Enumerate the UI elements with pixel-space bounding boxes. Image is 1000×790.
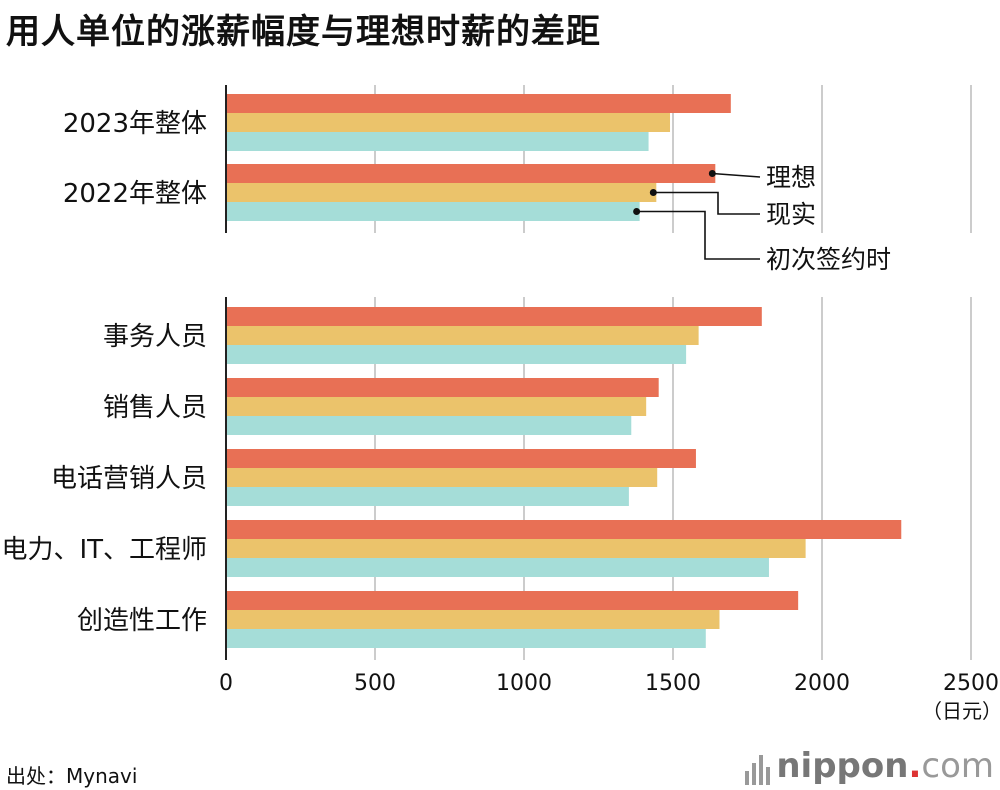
category-label: 电力、IT、工程师 xyxy=(1,535,207,565)
x-axis-unit: （日元） xyxy=(922,699,1000,723)
legend-leader-line xyxy=(653,191,760,215)
x-tick-label: 1500 xyxy=(645,671,701,696)
bar xyxy=(226,629,706,648)
category-label: 2022年整体 xyxy=(63,179,207,209)
nippon-logo-icon xyxy=(745,755,775,785)
source-note: 出处：Mynavi xyxy=(6,764,138,788)
bar xyxy=(226,113,671,132)
bar xyxy=(226,416,632,435)
bar xyxy=(226,610,720,629)
category-label: 2023年整体 xyxy=(63,109,207,139)
bar xyxy=(226,449,696,468)
bar xyxy=(226,397,647,416)
bar xyxy=(226,591,799,610)
bar xyxy=(226,202,640,221)
bar xyxy=(226,94,731,113)
bar xyxy=(226,468,658,487)
x-tick-label: 0 xyxy=(219,671,233,696)
x-tick-label: 2500 xyxy=(943,671,999,696)
category-label: 创造性工作 xyxy=(77,606,207,636)
bar xyxy=(226,164,716,183)
category-label: 电话营销人员 xyxy=(51,464,207,494)
nippon-logo: nippon.com xyxy=(776,746,994,786)
bar xyxy=(226,183,657,202)
bar xyxy=(226,520,902,539)
legend-leader-line xyxy=(712,172,761,178)
bar xyxy=(226,558,769,577)
x-tick-label: 500 xyxy=(354,671,396,696)
bar xyxy=(226,539,806,558)
category-label: 销售人员 xyxy=(103,393,207,423)
legend-label: 初次签约时 xyxy=(766,245,891,274)
bar xyxy=(226,307,762,326)
category-label: 事务人员 xyxy=(103,322,207,352)
x-tick-label: 2000 xyxy=(794,671,850,696)
bar xyxy=(226,326,699,345)
legend-label: 理想 xyxy=(766,163,816,192)
bar xyxy=(226,378,659,397)
x-tick-label: 1000 xyxy=(496,671,552,696)
bar xyxy=(226,345,687,364)
legend-leader-line xyxy=(636,210,760,260)
bar xyxy=(226,487,629,506)
chart-title: 用人单位的涨薪幅度与理想时薪的差距 xyxy=(6,12,601,52)
legend-label: 现实 xyxy=(766,200,816,229)
bar xyxy=(226,132,649,151)
